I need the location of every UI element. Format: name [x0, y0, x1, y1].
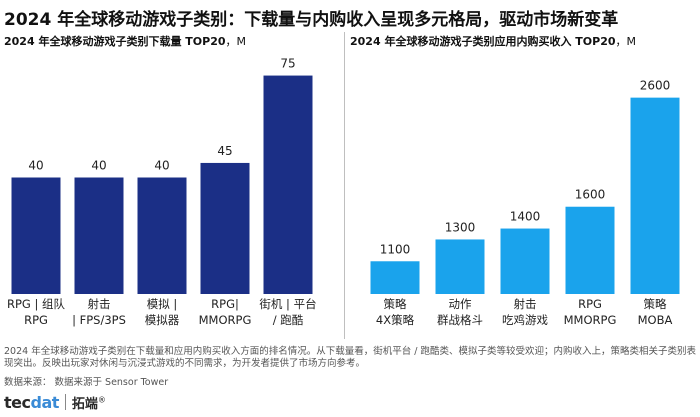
bar [74, 177, 124, 294]
category-label: 动作群战格斗 [437, 297, 483, 327]
main-title: 2024 年全球移动游戏子类别：下载量与内购收入呈现多元格局，驱动市场新变革 [4, 10, 619, 30]
bar [630, 97, 680, 294]
category-label: 射击| FPS/3PS [72, 297, 126, 327]
right-chart-title: 2024 年全球移动游戏子类别应用内购买收入 TOP20，M [350, 33, 636, 49]
right-chart-title-text: 2024 年全球移动游戏子类别应用内购买收入 TOP20 [350, 35, 616, 48]
tecdat-logo: tecdat [4, 392, 59, 412]
brand-name: 拓端® [71, 395, 106, 412]
bar [435, 239, 485, 294]
data-label: 1100 [380, 242, 411, 256]
bar [263, 75, 313, 294]
brand-footer: tecdat 拓端® [4, 391, 106, 413]
category-label: RPG MMORPG [564, 297, 617, 327]
data-label: 40 [28, 159, 43, 173]
category-label: 射击吃鸡游戏 [502, 297, 548, 327]
data-label: 2600 [640, 79, 671, 93]
brand-separator [64, 394, 66, 410]
left-chart-title-text: 2024 年全球移动游戏子类别下载量 TOP20 [4, 35, 226, 48]
category-label: 街机 | 平台/ 跑酷 [259, 297, 316, 327]
bar [565, 206, 615, 294]
left-chart-unit: ，M [225, 35, 247, 48]
bar [137, 177, 187, 294]
data-label: 40 [91, 159, 106, 173]
category-label: 策略 4X策略 [376, 297, 415, 327]
downloads-bar-chart: 40 RPG | 组队 RPG 40 射击| FPS/3PS 40 模拟 |模拟器 45 RPG… [7, 57, 317, 327]
left-chart-title: 2024 年全球移动游戏子类别下载量 TOP20，M [4, 33, 246, 49]
category-label: 模拟 |模拟器 [145, 297, 180, 327]
category-label: RPG | 组队 RPG [7, 297, 66, 327]
category-label: RPG| MMORPG [199, 297, 252, 327]
iap-revenue-bar-chart: 1100 策略 4X策略 1300 动作群战格斗 1400 射击吃鸡游戏 1600 RPG MMO… [370, 79, 680, 327]
right-chart-unit: ，M [615, 35, 637, 48]
data-label: 1300 [445, 220, 476, 234]
bar [500, 228, 550, 294]
bar [370, 261, 420, 294]
data-label: 1600 [575, 188, 606, 202]
bar [200, 162, 250, 294]
chart-note: 2024 年全球移动游戏子类别在下载量和应用内购买收入方面的排名情况。从下载量看… [4, 346, 696, 369]
data-source: 数据来源： 数据来源于 Sensor Tower [4, 377, 169, 388]
category-label: 策略 MOBA [638, 297, 673, 327]
data-label: 75 [280, 57, 295, 71]
data-label: 40 [154, 159, 169, 173]
bar [11, 177, 61, 294]
data-label: 1400 [510, 210, 541, 224]
data-label: 45 [217, 144, 232, 158]
panel-divider [344, 32, 345, 339]
